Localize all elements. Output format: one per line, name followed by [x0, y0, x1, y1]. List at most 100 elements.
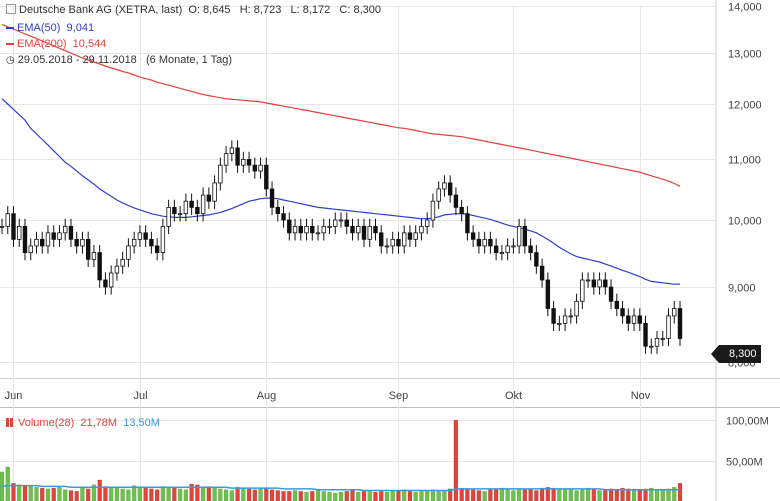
volume-bar [516, 488, 522, 501]
candle-body [574, 300, 579, 317]
candle-body [166, 206, 171, 227]
price-tick-label: 14,000 [728, 2, 762, 14]
chart-title-row: Deutsche Bank AG (XETRA, last) O: 8,645 … [6, 4, 381, 17]
volume-bar [534, 490, 539, 501]
price-tick-label: 10,000 [728, 216, 762, 228]
volume-bar [338, 491, 344, 501]
candle-body [470, 232, 476, 240]
volume-bar [258, 488, 263, 501]
volume-bar [344, 491, 349, 501]
candle-body [212, 182, 217, 202]
price-tick-label: 11,000 [728, 155, 761, 167]
volume-bar [34, 487, 39, 501]
volume-bar [539, 487, 545, 501]
volume-bar [45, 488, 51, 501]
volume-bar [603, 489, 608, 501]
volume-bar [499, 487, 505, 501]
candle-body [229, 147, 235, 155]
candle-icon [6, 4, 16, 14]
volume-bar [22, 485, 28, 501]
volume-bar [597, 490, 602, 501]
volume-bar [585, 487, 591, 501]
candle-body [459, 206, 464, 215]
volume-bar [356, 491, 361, 501]
volume-bar [643, 488, 648, 501]
candle-body [430, 200, 436, 221]
candle-body [557, 322, 562, 325]
candle-body [436, 188, 441, 202]
volume-bar [459, 487, 464, 501]
candle-body [57, 232, 62, 240]
volume-bar [189, 483, 194, 501]
candle-body [0, 225, 5, 228]
candle-body [143, 232, 148, 240]
volume-bar [108, 487, 114, 501]
volume-label: Volume(28) [18, 417, 75, 429]
candle-body [246, 158, 252, 166]
candle-body [80, 238, 85, 247]
volume-bar [149, 488, 154, 501]
candle-body [620, 308, 625, 317]
candle-body [528, 245, 533, 254]
candle-body [172, 206, 177, 215]
volume-bar [229, 490, 235, 501]
volume-bar [235, 487, 240, 501]
candle-body [539, 265, 545, 281]
candle-body [476, 238, 482, 247]
volume-bar [419, 491, 424, 501]
candle-body [643, 322, 648, 347]
volume-bar [264, 487, 269, 501]
volume-bar [350, 490, 355, 501]
candle-body [327, 225, 332, 228]
volume-bar [281, 491, 286, 501]
candle-body [505, 245, 510, 254]
volume-icon [6, 418, 15, 427]
candle-body [413, 232, 418, 240]
volume-bar [447, 488, 453, 501]
volume-bar [5, 466, 10, 501]
candle-body [384, 245, 390, 248]
candle-body [304, 225, 309, 234]
volume-bar [373, 491, 378, 501]
candle-body [218, 164, 223, 184]
volume-bar [390, 491, 395, 501]
candle-body [114, 265, 120, 274]
time-tick-label: Jul [133, 390, 147, 402]
volume-bar [333, 492, 338, 501]
volume-bar [80, 487, 85, 501]
ema50-label: EMA(50) [17, 22, 61, 34]
period-note: (6 Monate, 1 Tag) [145, 54, 232, 66]
volume-bar [654, 489, 660, 501]
ema200-legend[interactable]: EMA(200) 10,544 [6, 38, 106, 51]
volume-legend[interactable]: Volume(28) 21,78M 13,50M [6, 417, 160, 429]
candle-body [51, 232, 56, 240]
candle-body [631, 315, 637, 324]
candle-body [568, 315, 574, 318]
volume-bar [367, 491, 372, 501]
candle-body [85, 238, 91, 260]
volume-bar [505, 489, 510, 501]
ema200-line [1, 23, 681, 187]
candle-body [361, 225, 367, 240]
candle-body [367, 225, 372, 240]
volume-bar [488, 489, 493, 501]
candle-body [396, 238, 401, 247]
volume-bar [327, 491, 332, 501]
candle-body [591, 279, 597, 288]
candle-body [160, 225, 166, 254]
candle-body [344, 219, 349, 227]
candle-body [660, 338, 665, 340]
volume-bar [551, 487, 556, 501]
candle-body [200, 194, 206, 215]
candle-body [275, 206, 280, 215]
price-tick-label: 12,000 [728, 100, 762, 112]
volume-bar [103, 486, 108, 501]
candle-body [350, 225, 355, 234]
volume-bar [298, 491, 303, 501]
candle-body [453, 194, 459, 208]
candle-body [108, 272, 114, 288]
ema50-legend[interactable]: EMA(50) 9,041 [6, 22, 94, 35]
volume-bar [11, 483, 16, 501]
volume-bar [384, 491, 390, 501]
